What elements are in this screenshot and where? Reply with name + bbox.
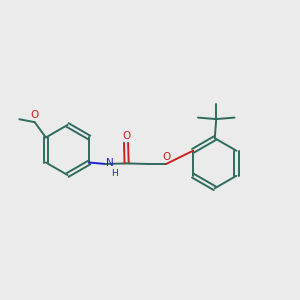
Text: H: H <box>111 169 118 178</box>
Text: O: O <box>163 152 171 162</box>
Text: O: O <box>122 131 130 141</box>
Text: N: N <box>106 158 114 168</box>
Text: O: O <box>31 110 39 120</box>
